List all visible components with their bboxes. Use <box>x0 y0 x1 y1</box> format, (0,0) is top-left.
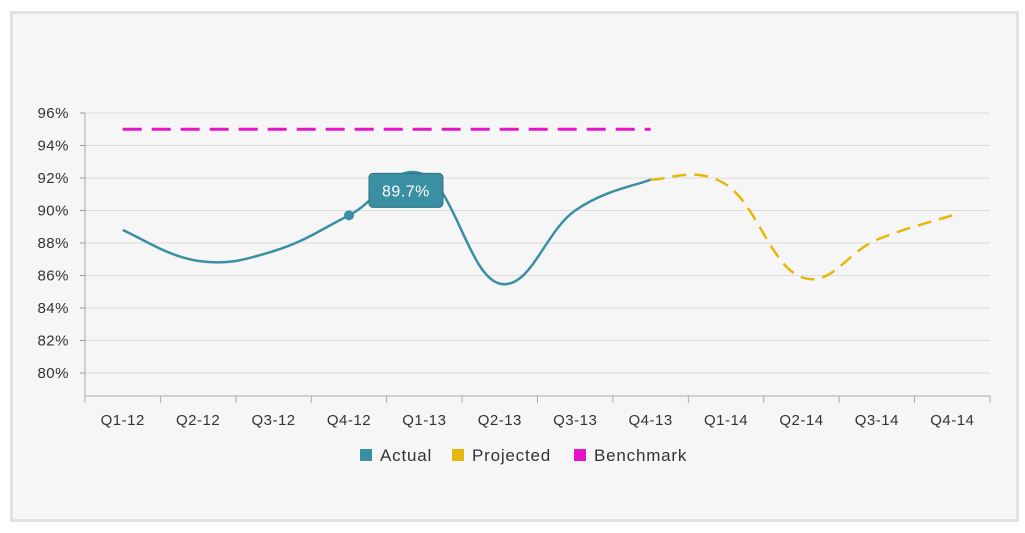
x-tick-label: Q1-14 <box>704 412 748 429</box>
x-tick-label: Q2-14 <box>779 412 823 429</box>
y-tick-label: 82% <box>37 333 69 350</box>
x-tick-label: Q4-12 <box>327 412 371 429</box>
highlight-point <box>343 210 354 221</box>
x-tick-label: Q1-13 <box>402 412 446 429</box>
legend-label-actual: Actual <box>380 446 432 465</box>
y-tick-label: 92% <box>37 170 69 187</box>
legend-swatch-benchmark <box>574 449 586 461</box>
x-tick-label: Q3-12 <box>251 412 295 429</box>
y-tick-label: 94% <box>37 138 69 155</box>
x-tick-label: Q2-13 <box>478 412 522 429</box>
y-tick-label: 90% <box>37 203 69 220</box>
y-tick-label: 84% <box>37 300 69 317</box>
legend-swatch-projected <box>452 449 464 461</box>
legend-label-benchmark: Benchmark <box>594 446 687 465</box>
tooltip-box <box>368 172 444 208</box>
x-tick-label: Q1-12 <box>101 412 145 429</box>
x-tick-label: Q4-13 <box>629 412 673 429</box>
y-tick-label: 86% <box>37 268 69 285</box>
tooltip-label: 89.7% <box>382 183 430 200</box>
y-tick-label: 96% <box>37 105 69 122</box>
x-tick-label: Q3-14 <box>855 412 899 429</box>
x-tick-label: Q3-13 <box>553 412 597 429</box>
chart-frame <box>10 11 1019 522</box>
legend-label-projected: Projected <box>472 446 551 465</box>
projected-series-line <box>650 173 953 281</box>
y-tick-label: 80% <box>37 365 69 382</box>
x-tick-label: Q4-14 <box>930 412 974 429</box>
y-tick-label: 88% <box>37 235 69 252</box>
legend-swatch-actual <box>360 449 372 461</box>
x-tick-label: Q2-12 <box>176 412 220 429</box>
